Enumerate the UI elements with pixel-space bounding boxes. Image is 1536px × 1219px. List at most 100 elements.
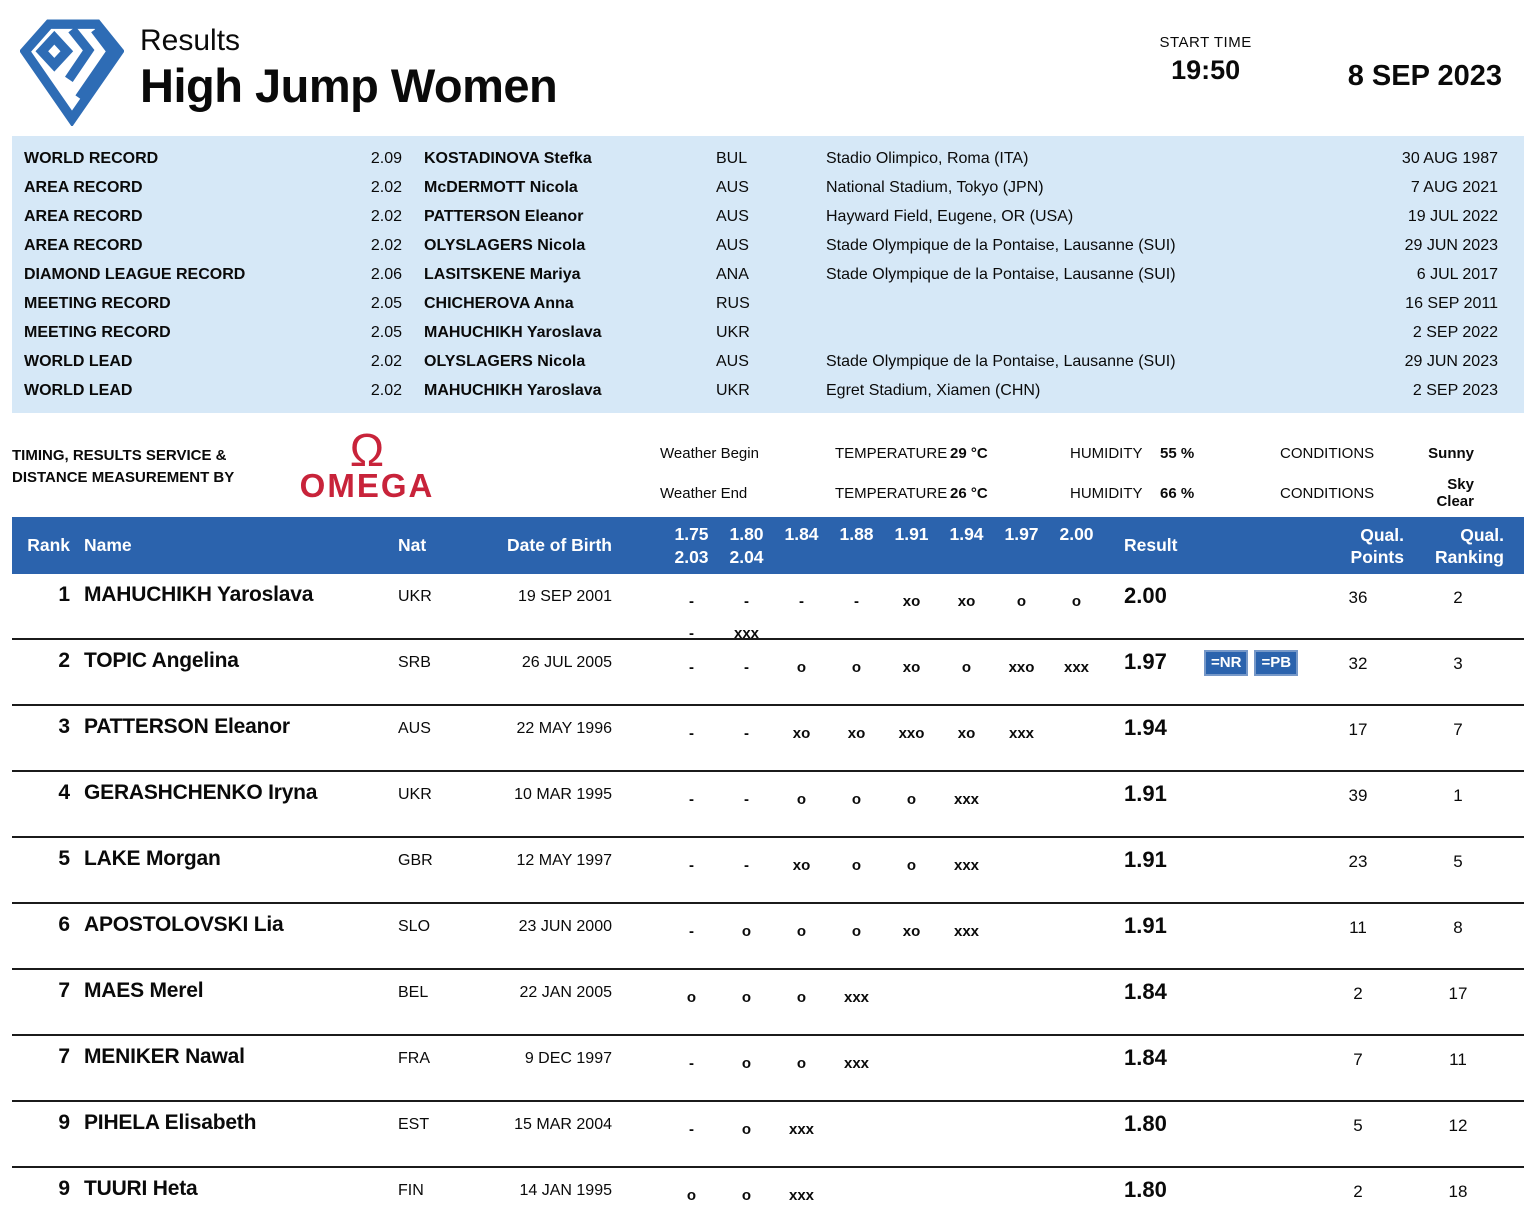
attempt-mark: xxx: [953, 857, 980, 874]
athlete-date-of-birth: 26 JUL 2005: [521, 654, 612, 671]
attempts-line2: - xxx: [664, 615, 1104, 647]
attempt-mark: -: [689, 593, 694, 610]
attempt-mark: [994, 979, 1049, 1011]
result-badges: [1204, 583, 1308, 638]
record-badge: =PB: [1254, 650, 1299, 676]
attempts-line1: o o xxx: [664, 1177, 1104, 1209]
attempt-mark: -: [689, 1055, 694, 1072]
height-header-cell: 1.91: [894, 523, 929, 544]
attempts-cells: - - o o o xxx: [664, 781, 1104, 836]
page-title: High Jump Women: [140, 59, 558, 112]
attempts-cells: - - xo xo xxo xo xxx: [664, 715, 1104, 770]
records-body: WORLD RECORD 2.09 KOSTADINOVA Stefka BUL Sta…: [24, 144, 1498, 405]
start-time-value: 19:50: [1171, 55, 1241, 85]
attempt-mark: o: [851, 923, 862, 940]
attempt-mark: xxo: [898, 725, 925, 742]
athlete-name: MAES Merel: [84, 979, 204, 1002]
weather-begin-label: Weather Begin: [660, 444, 759, 462]
athlete-date-of-birth: 9 DEC 1997: [524, 1050, 612, 1067]
col-qual-points: Qual. Points: [1308, 524, 1408, 568]
attempt-mark: [1049, 1177, 1104, 1209]
attempt-mark: o: [686, 1187, 697, 1204]
result-row: 6 APOSTOLOVSKI Lia SLO 23 JUN 2000 - o o o xo xxx…: [12, 902, 1524, 968]
athlete-nationality: BEL: [398, 984, 429, 1001]
attempts-line1: - o xxx: [664, 1111, 1104, 1143]
qual-points-value: 17: [1348, 720, 1368, 739]
attempt-mark: o: [796, 659, 807, 676]
weather-end-label: Weather End: [660, 484, 748, 502]
qual-ranking-value: 1: [1453, 786, 1463, 805]
attempt-mark: -: [689, 725, 694, 742]
col-qual-ranking: Qual. Ranking: [1408, 524, 1508, 568]
attempt-mark: xo: [792, 857, 811, 874]
result-badges: [1204, 913, 1308, 968]
result-badges: [1204, 979, 1308, 1034]
height-header-cell: 1.97: [1004, 523, 1039, 544]
record-row: WORLD LEAD 2.02 MAHUCHIKH Yaroslava UKR Egre…: [24, 376, 1498, 405]
attempts-cells: - o o o xo xxx: [664, 913, 1104, 968]
attempt-mark: [829, 1177, 884, 1209]
attempt-mark: [994, 1177, 1049, 1209]
record-nationality: RUS: [716, 294, 750, 312]
height-header-cell: 1.88: [839, 523, 874, 544]
heights-header-line2: 2.03 2.04: [664, 546, 1104, 569]
attempts-line1: - - xo xo xxo xo xxx: [664, 715, 1104, 747]
attempt-mark: o: [906, 791, 917, 808]
record-badge: =NR: [1204, 650, 1249, 676]
attempt-mark: [994, 1045, 1049, 1077]
attempt-mark: xxx: [843, 989, 870, 1006]
result-badges: [1204, 847, 1308, 902]
athlete-rank: 1: [58, 583, 70, 606]
attempt-mark: [1049, 1045, 1104, 1077]
record-mark: 2.05: [370, 323, 402, 341]
records-panel: WORLD RECORD 2.09 KOSTADINOVA Stefka BUL Sta…: [12, 136, 1524, 413]
record-date: 6 JUL 2017: [1416, 265, 1498, 283]
attempt-mark: xxx: [733, 625, 760, 642]
athlete-rank: 4: [58, 781, 70, 804]
attempt-mark: [884, 1045, 939, 1077]
page-header: Results High Jump Women START TIME 19:50…: [0, 0, 1536, 132]
attempt-mark: [1049, 979, 1104, 1011]
attempt-mark: xxx: [788, 1121, 815, 1138]
attempt-mark: xo: [902, 923, 921, 940]
athlete-date-of-birth: 22 JAN 2005: [519, 984, 612, 1001]
record-label: WORLD LEAD: [24, 352, 133, 370]
col-heights: 1.75 1.80 1.84 1.88 1.91 1.94 1.97 2.00 2.03 2.0…: [664, 523, 1104, 569]
attempt-mark: [829, 1111, 884, 1143]
attempt-mark: -: [689, 625, 694, 642]
attempt-mark: [884, 1177, 939, 1209]
record-mark: 2.05: [370, 294, 402, 312]
event-date: 8 SEP 2023: [1347, 60, 1502, 92]
temperature-value: 29 °C: [950, 444, 988, 462]
attempt-mark: [1049, 781, 1104, 813]
record-label: AREA RECORD: [24, 178, 143, 196]
height-header-cell: [1049, 546, 1104, 569]
attempt-mark: [994, 913, 1049, 945]
record-row: AREA RECORD 2.02 OLYSLAGERS Nicola AUS Stade…: [24, 231, 1498, 260]
attempt-mark: xxx: [953, 791, 980, 808]
attempt-mark: -: [744, 857, 749, 874]
attempt-mark: xxx: [843, 1055, 870, 1072]
athlete-rank: 3: [58, 715, 70, 738]
result-row: 7 MENIKER Nawal FRA 9 DEC 1997 - o o xxx 1.84 7 11: [12, 1034, 1524, 1100]
attempts-line1: - o o xxx: [664, 1045, 1104, 1077]
qual-points-value: 32: [1348, 654, 1368, 673]
humidity-label: HUMIDITY: [1070, 484, 1143, 502]
attempt-mark: o: [796, 1055, 807, 1072]
athlete-name: TOPIC Angelina: [84, 649, 239, 672]
start-time-block: START TIME 19:50: [1159, 34, 1251, 132]
col-qual-points-line1: Qual.: [1360, 524, 1404, 545]
attempt-mark: [1049, 715, 1104, 747]
record-holder-name: KOSTADINOVA Stefka: [424, 149, 592, 167]
results-table-body: 1 MAHUCHIKH Yaroslava UKR 19 SEP 2001 - - - - xo…: [12, 574, 1524, 1219]
height-header-cell: 1.84: [784, 523, 819, 544]
col-result: Result: [1124, 535, 1178, 555]
record-holder-name: CHICHEROVA Anna: [424, 294, 574, 312]
record-label: WORLD RECORD: [24, 149, 159, 167]
record-row: MEETING RECORD 2.05 CHICHEROVA Anna RUS 16 S…: [24, 289, 1498, 318]
athlete-result: 1.80: [1124, 1111, 1167, 1136]
qual-ranking-value: 12: [1448, 1116, 1468, 1135]
record-venue: Egret Stadium, Xiamen (CHN): [826, 381, 1041, 399]
result-badges: [1204, 715, 1308, 770]
athlete-name: PIHELA Elisabeth: [84, 1111, 257, 1134]
